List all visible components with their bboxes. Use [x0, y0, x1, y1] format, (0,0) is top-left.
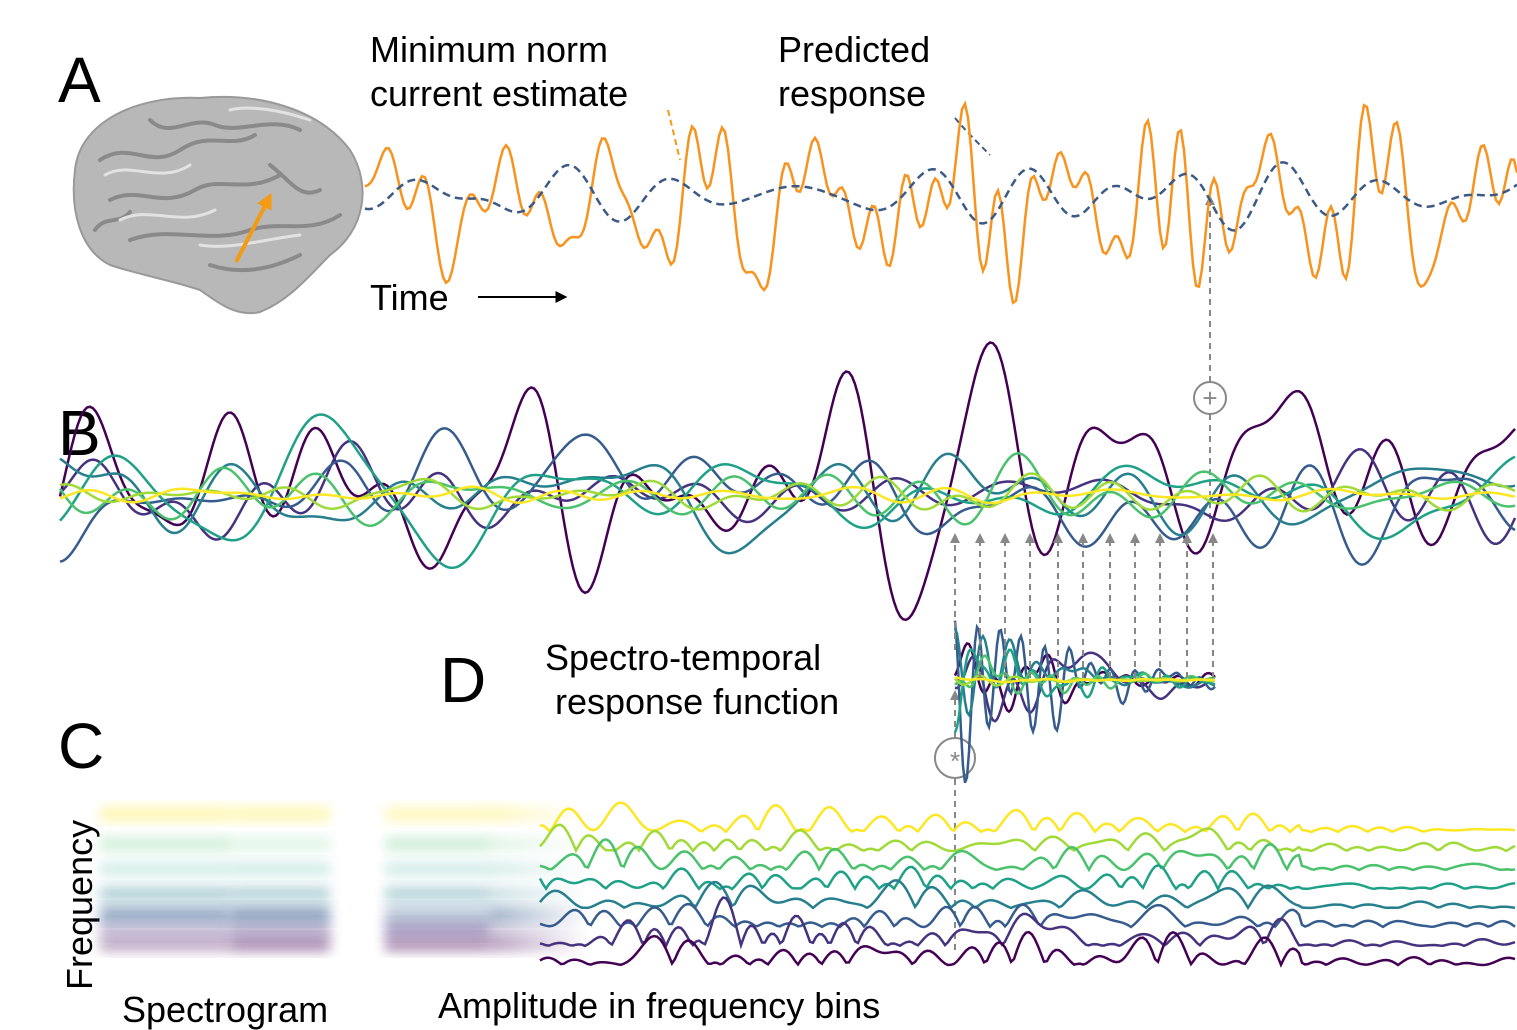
spectral-band [230, 837, 330, 851]
spectrogram [100, 807, 590, 951]
page: A Minimum norm current estimate Predicte… [0, 0, 1517, 1030]
operator: * [950, 746, 960, 776]
component [60, 441, 1515, 544]
spectral-band [100, 887, 230, 901]
spectral-band [230, 807, 330, 821]
leader [668, 110, 680, 160]
panel-label: C [58, 710, 104, 782]
spectral-band [385, 922, 490, 936]
source-label: current estimate [370, 73, 628, 114]
prediction-label: Predicted [778, 29, 930, 70]
brain [74, 97, 363, 313]
spectral-band [230, 887, 330, 901]
prediction-label: response [778, 73, 926, 114]
y-label: Frequency [59, 820, 100, 990]
spectral-band [100, 937, 230, 951]
strf-curve [955, 621, 1215, 783]
spectral-band [490, 807, 590, 821]
frequency-bin [540, 865, 1515, 889]
spectral-band [100, 862, 230, 876]
panel-label: D [440, 644, 486, 716]
strf-title: response function [555, 681, 839, 722]
panel-label: A [58, 44, 101, 116]
spectral-band [385, 862, 490, 876]
spectral-band [230, 937, 330, 951]
spectral-band [100, 837, 230, 851]
operator: + [1202, 383, 1217, 413]
spectrogram-label: Spectrogram [122, 989, 328, 1030]
frequency-bin [540, 803, 1515, 832]
time-label: Time [370, 277, 449, 318]
spectral-band [230, 922, 330, 936]
spectral-band [100, 922, 230, 936]
strf-title: Spectro-temporal [545, 637, 821, 678]
figure: A Minimum norm current estimate Predicte… [0, 0, 1517, 1030]
spectral-band [385, 887, 490, 901]
spectral-band [490, 862, 590, 876]
source-label: Minimum norm [370, 29, 608, 70]
spectral-band [385, 937, 490, 951]
spectral-band [100, 807, 230, 821]
spectral-band [385, 837, 490, 851]
spectral-band [490, 887, 590, 901]
spectral-band [230, 862, 330, 876]
spectral-band [385, 807, 490, 821]
source-estimate [365, 104, 1517, 303]
spectral-band [230, 907, 330, 921]
frequency-bin [540, 825, 1515, 851]
spectral-band [385, 907, 490, 921]
predicted-response [365, 162, 1517, 230]
spectral-band [100, 907, 230, 921]
bins-label: Amplitude in frequency bins [438, 985, 880, 1026]
